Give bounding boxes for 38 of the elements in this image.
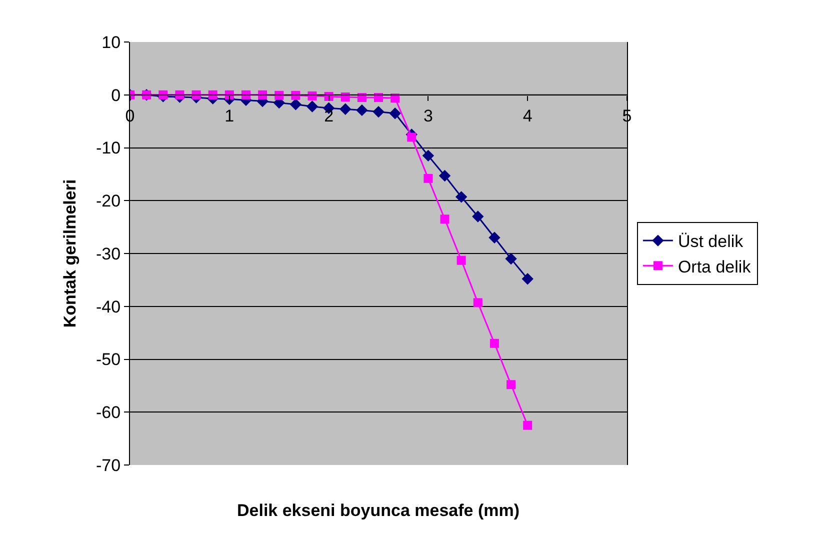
y-tick-label: -10 [96,138,121,158]
y-tick-label: -70 [96,456,121,475]
point [472,210,484,222]
point [389,108,401,120]
point [407,132,416,142]
point [456,256,466,265]
point [490,338,499,348]
point [522,273,534,285]
point [505,252,517,265]
y-tick-label: -50 [96,350,121,370]
y-axis-title: Kontak gerilmeleri [60,179,80,328]
x-axis-title: Delik ekseni boyunca mesafe (mm) [237,501,520,520]
y-tick-label: -60 [96,403,121,422]
point [473,298,482,308]
point [290,98,302,110]
point [440,214,450,224]
x-tick-label: 2 [324,106,334,126]
point [372,106,384,118]
y-tick-label: -20 [96,192,121,211]
point [356,104,368,116]
y-tick-label: 0 [111,86,121,105]
y-tick-label: -30 [96,244,121,264]
point [455,191,468,203]
point [506,380,516,390]
legend-label: Orta delik [678,257,752,276]
point [422,150,434,162]
legend-label: Üst delik [678,232,744,252]
point [340,103,352,115]
x-tick-label: 1 [224,106,234,126]
point [523,420,532,430]
point [306,100,318,112]
y-tick-label: -40 [96,297,121,316]
x-tick-label: 3 [423,106,433,126]
y-tick-label: 10 [102,32,121,52]
x-tick-label: 4 [522,106,532,126]
point [438,170,451,182]
point [488,232,500,244]
point [424,174,433,183]
